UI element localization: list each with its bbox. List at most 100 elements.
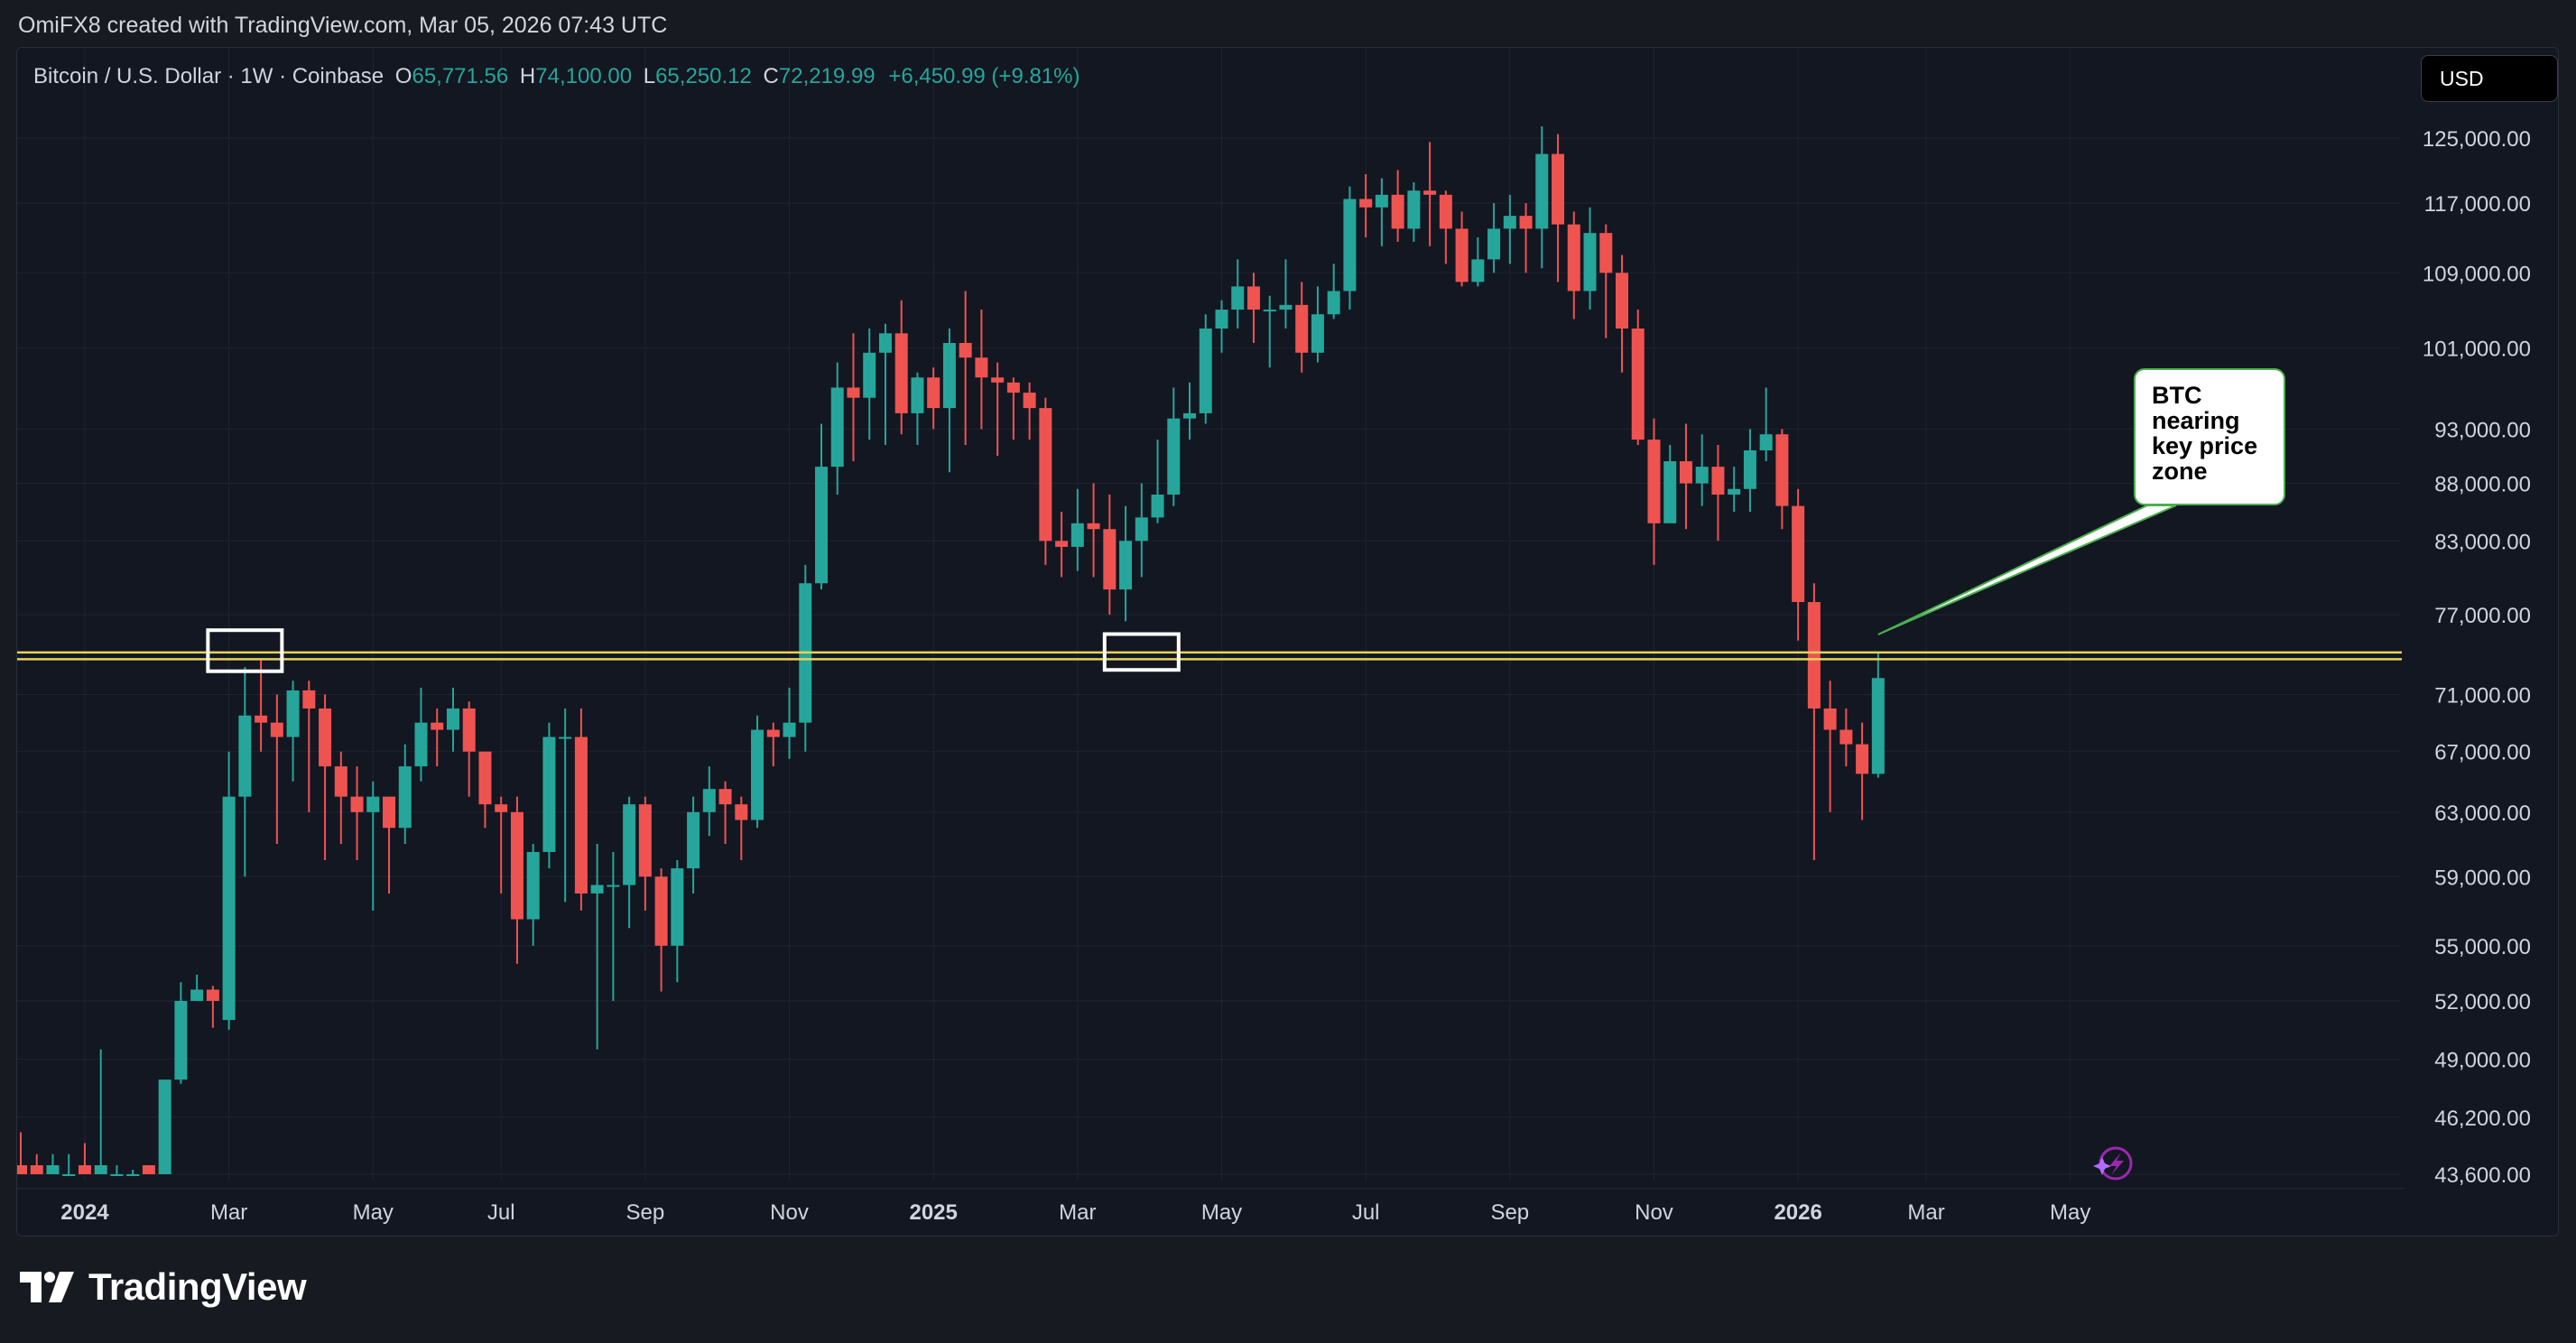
candle-up[interactable] — [1311, 314, 1324, 353]
candle-down[interactable] — [1631, 328, 1645, 440]
candle-down[interactable] — [1055, 541, 1069, 547]
candle-down[interactable] — [1295, 304, 1309, 353]
candle-up[interactable] — [542, 736, 556, 852]
candle-down[interactable] — [206, 989, 219, 1001]
candle-down[interactable] — [462, 708, 476, 752]
candle-down[interactable] — [1103, 529, 1117, 590]
candle-down[interactable] — [319, 708, 332, 767]
candle-down[interactable] — [1711, 467, 1725, 496]
candle-up[interactable] — [687, 811, 700, 869]
candle-down[interactable] — [766, 729, 780, 737]
candle-up[interactable] — [1471, 259, 1485, 282]
candle-down[interactable] — [17, 1165, 27, 1174]
candle-down[interactable] — [654, 876, 668, 946]
candle-up[interactable] — [398, 766, 412, 829]
candle-down[interactable] — [1599, 233, 1613, 273]
candle-up[interactable] — [414, 722, 428, 767]
candle-up[interactable] — [1119, 541, 1133, 590]
candle-up[interactable] — [1503, 216, 1516, 229]
candle-up[interactable] — [62, 1174, 76, 1176]
highlight-box[interactable] — [1102, 632, 1181, 672]
candle-up[interactable] — [174, 1000, 188, 1080]
candle-down[interactable] — [1552, 153, 1565, 225]
candle-down[interactable] — [1391, 194, 1404, 229]
candle-down[interactable] — [1439, 194, 1452, 229]
candle-down[interactable] — [1839, 729, 1853, 745]
tradingview-logo[interactable]: TradingView — [20, 1265, 307, 1309]
candle-up[interactable] — [1167, 418, 1181, 496]
candle-down[interactable] — [350, 796, 364, 812]
candle-down[interactable] — [1775, 434, 1789, 506]
candle-up[interactable] — [1375, 194, 1388, 208]
candle-up[interactable] — [126, 1174, 140, 1176]
candle-up[interactable] — [1407, 190, 1421, 229]
candle-up[interactable] — [751, 729, 764, 820]
candle-down[interactable] — [270, 722, 283, 737]
candle-down[interactable] — [1567, 224, 1580, 292]
candle-down[interactable] — [975, 357, 988, 378]
candle-up[interactable] — [526, 851, 540, 920]
candle-down[interactable] — [1519, 216, 1533, 229]
candle-down[interactable] — [1823, 708, 1837, 730]
candle-down[interactable] — [1423, 190, 1437, 195]
candle-up[interactable] — [815, 467, 828, 584]
candle-down[interactable] — [1023, 393, 1036, 409]
candle-down[interactable] — [478, 751, 492, 805]
candle-up[interactable] — [1487, 228, 1501, 260]
candle-up[interactable] — [110, 1174, 124, 1176]
candle-up[interactable] — [911, 377, 924, 413]
candle-up[interactable] — [1759, 434, 1773, 451]
candle-up[interactable] — [623, 804, 636, 885]
candle-up[interactable] — [158, 1079, 171, 1174]
candle-down[interactable] — [1006, 382, 1020, 394]
candle-down[interactable] — [847, 387, 860, 398]
candle-down[interactable] — [1087, 523, 1100, 530]
candle-up[interactable] — [1199, 328, 1212, 413]
candle-down[interactable] — [718, 789, 732, 805]
candle-up[interactable] — [222, 796, 236, 1021]
candle-up[interactable] — [1695, 467, 1709, 484]
candle-down[interactable] — [1856, 744, 1869, 774]
candle-down[interactable] — [78, 1165, 91, 1174]
candle-up[interactable] — [830, 387, 844, 468]
candle-up[interactable] — [783, 722, 796, 737]
candle-up[interactable] — [1583, 233, 1597, 292]
price-chart[interactable]: 125,000.00 117,000.00 109,000.00 101,000.00… — [17, 48, 2558, 1236]
candle-up[interactable] — [1343, 199, 1357, 292]
candle-up[interactable] — [607, 885, 620, 887]
candle-down[interactable] — [1792, 505, 1805, 603]
candle-up[interactable] — [1231, 286, 1245, 310]
candle-up[interactable] — [863, 352, 876, 398]
candle-down[interactable] — [959, 342, 972, 358]
candle-up[interactable] — [46, 1165, 60, 1174]
candle-down[interactable] — [1807, 602, 1821, 709]
candle-up[interactable] — [286, 690, 300, 737]
candle-down[interactable] — [991, 377, 1005, 383]
candle-up[interactable] — [1327, 291, 1340, 315]
candle-up[interactable] — [1135, 517, 1148, 542]
candle-down[interactable] — [30, 1165, 43, 1174]
candle-down[interactable] — [495, 804, 508, 812]
candle-up[interactable] — [1263, 310, 1276, 312]
currency-button[interactable]: USD — [2421, 55, 2558, 102]
candle-up[interactable] — [238, 715, 252, 797]
candle-up[interactable] — [1183, 412, 1197, 419]
candle-up[interactable] — [878, 333, 892, 353]
candle-up[interactable] — [590, 885, 604, 894]
candle-up[interactable] — [1743, 450, 1756, 489]
candle-down[interactable] — [1359, 199, 1373, 208]
candle-up[interactable] — [1215, 310, 1228, 329]
candle-down[interactable] — [1647, 440, 1661, 523]
candle-up[interactable] — [559, 736, 572, 739]
candle-up[interactable] — [1151, 495, 1164, 518]
candle-up[interactable] — [190, 989, 204, 1001]
candle-down[interactable] — [894, 333, 908, 413]
candle-down[interactable] — [142, 1165, 155, 1174]
candle-down[interactable] — [1679, 461, 1692, 484]
candle-up[interactable] — [366, 796, 380, 812]
candle-down[interactable] — [574, 736, 588, 894]
candle-down[interactable] — [927, 377, 941, 409]
candle-down[interactable] — [1246, 286, 1260, 310]
candle-up[interactable] — [1663, 461, 1677, 523]
candle-down[interactable] — [255, 715, 268, 723]
